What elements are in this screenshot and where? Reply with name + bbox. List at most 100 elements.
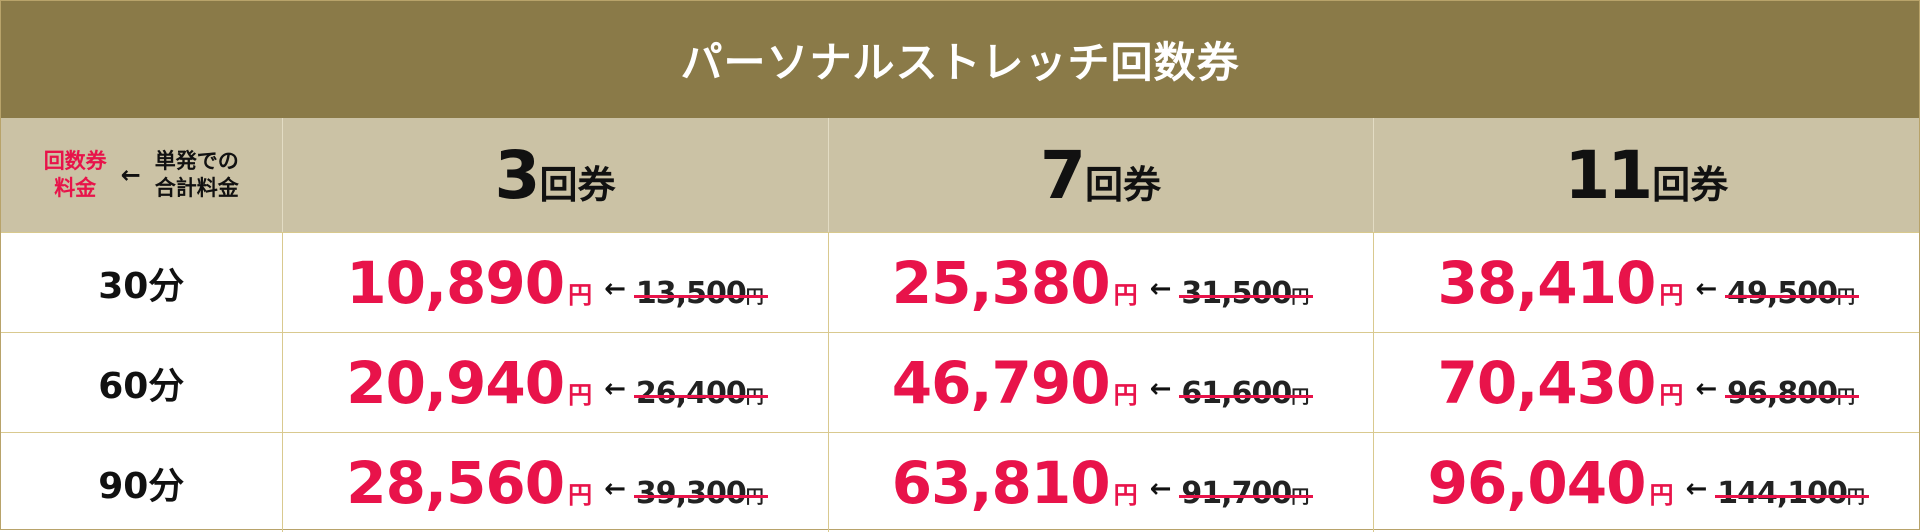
ticket-price: 46,790 <box>892 349 1110 417</box>
left-arrow-icon: ← <box>121 161 141 189</box>
duration-label: 90分 <box>98 466 184 507</box>
yen-unit: 円 <box>1114 275 1138 310</box>
left-arrow-icon: ← <box>1685 474 1707 504</box>
table-title: パーソナルストレッチ回数券 <box>1 1 1919 118</box>
plan-count: 7 <box>1040 137 1083 214</box>
single-price-value: 96,800 <box>1727 376 1837 411</box>
left-arrow-icon: ← <box>1150 474 1172 504</box>
single-price-value: 61,600 <box>1181 376 1291 411</box>
ticket-price: 20,940 <box>346 349 564 417</box>
table-row: 30分10,890円←13,500円25,380円←31,500円38,410円… <box>1 233 1919 333</box>
legend-single-total: 単発での 合計料金 <box>155 148 239 202</box>
yen-unit: 円 <box>568 375 592 410</box>
legend-single-line1: 単発での <box>155 148 239 175</box>
single-price-value: 49,500 <box>1727 276 1837 311</box>
strikethrough-line <box>1725 295 1859 298</box>
plan-unit: 回券 <box>1085 154 1161 209</box>
legend-ticket-price: 回数券 料金 <box>44 148 107 202</box>
left-arrow-icon: ← <box>1150 274 1172 304</box>
left-arrow-icon: ← <box>604 474 626 504</box>
ticket-price: 70,430 <box>1438 349 1656 417</box>
single-price-value: 39,300 <box>636 476 746 511</box>
yen-unit: 円 <box>568 275 592 310</box>
single-total-price: 31,500円 <box>1181 276 1309 311</box>
left-arrow-icon: ← <box>604 274 626 304</box>
single-price-value: 144,100 <box>1717 476 1847 511</box>
ticket-price: 96,040 <box>1428 449 1646 517</box>
strikethrough-line <box>1725 395 1859 398</box>
strikethrough-line <box>634 395 768 398</box>
plan-count: 3 <box>495 137 538 214</box>
ticket-price: 63,810 <box>892 449 1110 517</box>
yen-unit: 円 <box>1659 375 1683 410</box>
ticket-price: 38,410 <box>1438 249 1656 317</box>
ticket-price: 10,890 <box>346 249 564 317</box>
single-price-value: 13,500 <box>636 276 746 311</box>
strikethrough-line <box>1179 295 1313 298</box>
legend-ticket-line2: 料金 <box>44 175 107 202</box>
duration-label: 30分 <box>98 266 184 307</box>
duration-cell: 30分 <box>1 233 282 333</box>
duration-label: 60分 <box>98 366 184 407</box>
legend-single-line2: 合計料金 <box>155 175 239 202</box>
strikethrough-line <box>634 295 768 298</box>
single-total-price: 91,700円 <box>1181 476 1309 511</box>
left-arrow-icon: ← <box>1150 374 1172 404</box>
single-price-value: 26,400 <box>636 376 746 411</box>
single-total-price: 26,400円 <box>636 376 764 411</box>
strikethrough-line <box>634 495 768 498</box>
left-arrow-icon: ← <box>604 374 626 404</box>
left-arrow-icon: ← <box>1695 374 1717 404</box>
yen-unit: 円 <box>1649 475 1673 510</box>
table-row: 90分28,560円←39,300円63,810円←91,700円96,040円… <box>1 433 1919 532</box>
left-arrow-icon: ← <box>1695 274 1717 304</box>
single-total-price: 144,100円 <box>1717 476 1865 511</box>
duration-cell: 60分 <box>1 333 282 433</box>
single-total-price: 49,500円 <box>1727 276 1855 311</box>
yen-unit: 円 <box>1114 475 1138 510</box>
strikethrough-line <box>1179 495 1313 498</box>
plan-count: 11 <box>1564 137 1650 214</box>
plan-unit: 回券 <box>539 154 615 209</box>
single-total-price: 61,600円 <box>1181 376 1309 411</box>
single-price-value: 31,500 <box>1181 276 1291 311</box>
yen-unit: 円 <box>1659 275 1683 310</box>
single-total-price: 96,800円 <box>1727 376 1855 411</box>
legend-cell: 回数券 料金 ← 単発での 合計料金 <box>1 118 282 233</box>
strikethrough-line <box>1179 395 1313 398</box>
legend-ticket-line1: 回数券 <box>44 148 107 175</box>
single-total-price: 13,500円 <box>636 276 764 311</box>
single-total-price: 39,300円 <box>636 476 764 511</box>
yen-unit: 円 <box>568 475 592 510</box>
table-row: 60分20,940円←26,400円46,790円←61,600円70,430円… <box>1 333 1919 433</box>
price-legend: 回数券 料金 ← 単発での 合計料金 <box>2 148 281 202</box>
strikethrough-line <box>1715 495 1869 498</box>
duration-cell: 90分 <box>1 433 282 532</box>
ticket-price: 28,560 <box>346 449 564 517</box>
yen-unit: 円 <box>1114 375 1138 410</box>
single-price-value: 91,700 <box>1181 476 1291 511</box>
